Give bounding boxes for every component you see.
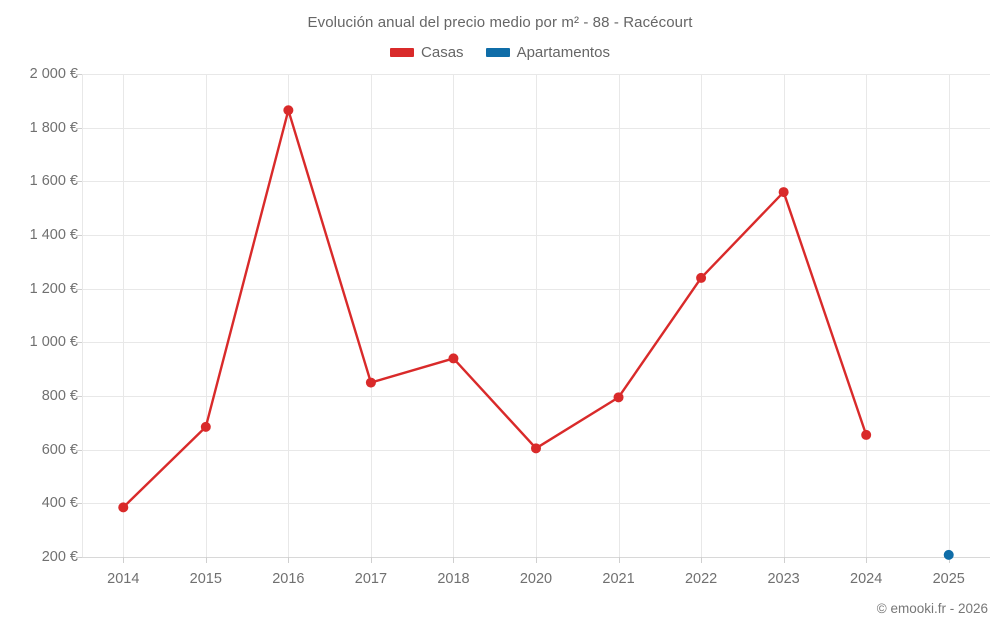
legend-swatch-apartamentos [485, 48, 510, 57]
y-axis-tick-label: 1 400 € [29, 227, 78, 243]
x-axis-tick-label: 2022 [684, 571, 718, 587]
x-axis-tick-label: 2021 [602, 571, 635, 587]
y-axis-tick-label: 600 € [41, 441, 78, 458]
footer-credit: © emooki.fr - 2026 [876, 601, 988, 616]
data-point[interactable] [778, 187, 789, 198]
chart-title: Evolución anual del precio medio por m² … [307, 14, 693, 31]
data-point[interactable] [861, 429, 872, 440]
x-axis-tick-label: 2024 [850, 571, 883, 587]
y-axis-tick-label: 1 600 € [29, 173, 78, 190]
data-point[interactable] [613, 392, 624, 403]
x-axis-tick-label: 2025 [932, 571, 965, 587]
y-axis-tick-label: 1 000 € [29, 334, 78, 351]
y-axis-tick-label: 1 200 € [29, 280, 78, 297]
chart-legend: Casas Apartamentos [0, 44, 1000, 61]
x-axis-tick-label: 2017 [354, 571, 388, 587]
x-axis-tick-label: 2014 [107, 571, 140, 587]
y-axis-tick-label: 400 € [41, 495, 78, 512]
data-point[interactable] [531, 443, 541, 454]
legend-swatch-casas [390, 48, 415, 57]
y-axis-tick-label: 2 000 € [29, 66, 78, 82]
series-layer [118, 105, 954, 560]
x-axis-tick-label: 2018 [437, 571, 470, 587]
legend-label-casas: Casas [421, 44, 464, 61]
data-point[interactable] [696, 272, 707, 283]
y-axis-tick-label: 1 800 € [29, 119, 78, 136]
data-point[interactable] [365, 377, 376, 388]
data-point[interactable] [943, 549, 954, 560]
y-axis: 200 € 400 € 600 € 800 € 1 000 € 1 200 € 1 400 … [0, 0, 78, 625]
x-axis-tick-label: 2016 [272, 571, 305, 587]
x-axis-tick-label: 2020 [519, 571, 553, 587]
data-point[interactable] [200, 421, 211, 432]
y-axis-tick-label: 200 € [41, 549, 78, 565]
legend-label-apartamentos: Apartamentos [516, 44, 610, 61]
legend-item-apartamentos[interactable]: Apartamentos [485, 44, 610, 61]
x-axis-tick-label: 2023 [767, 571, 800, 587]
data-point[interactable] [448, 353, 459, 364]
x-axis-tick-label: 2015 [189, 571, 222, 587]
series-line-casas [122, 109, 868, 509]
data-point[interactable] [118, 502, 129, 513]
data-point[interactable] [283, 105, 294, 116]
legend-item-casas[interactable]: Casas [390, 44, 464, 61]
y-axis-tick-label: 800 € [41, 388, 78, 404]
